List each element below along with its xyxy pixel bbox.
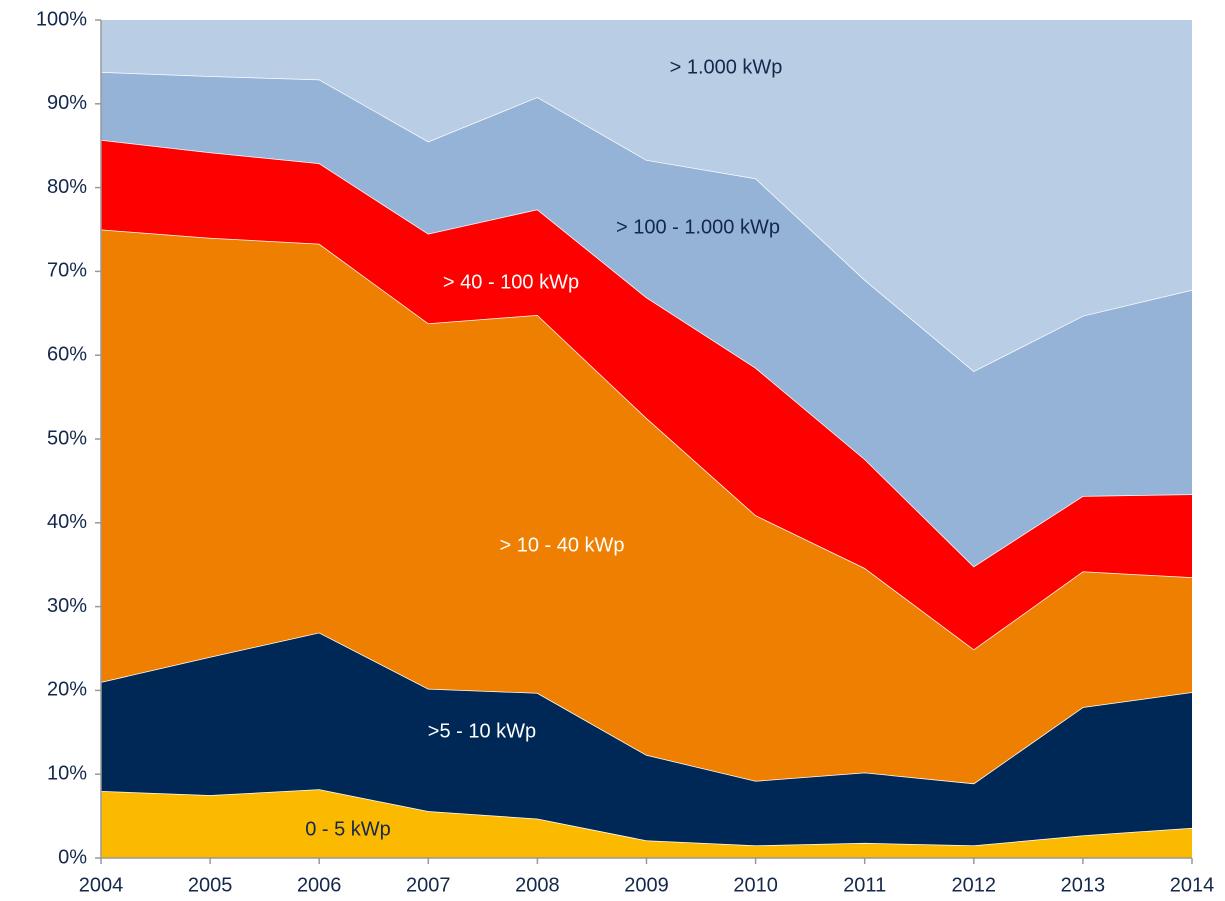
area xyxy=(101,789,1192,858)
y-tick-label: 30% xyxy=(47,595,87,617)
area xyxy=(101,71,1192,567)
y-tick-label: 80% xyxy=(47,176,87,198)
y-tick-label: 70% xyxy=(47,260,87,282)
y-tick-label: 90% xyxy=(47,92,87,114)
area xyxy=(101,20,1192,372)
x-tick-label: 2006 xyxy=(297,874,342,896)
x-tick-label: 2014 xyxy=(1170,874,1215,896)
series-label: > 40 - 100 kWp xyxy=(443,271,579,293)
x-tick-label: 2010 xyxy=(733,874,778,896)
series-label: > 100 - 1.000 kWp xyxy=(616,216,780,238)
y-tick-label: 40% xyxy=(47,511,87,533)
y-tick-label: 0% xyxy=(58,846,87,868)
series-label: > 1.000 kWp xyxy=(670,56,783,78)
x-tick-label: 2004 xyxy=(79,874,124,896)
x-tick-label: 2005 xyxy=(188,874,233,896)
area xyxy=(101,139,1192,650)
y-tick-label: 20% xyxy=(47,679,87,701)
y-tick-label: 10% xyxy=(47,762,87,784)
y-tick-label: 60% xyxy=(47,343,87,365)
area xyxy=(101,632,1192,846)
x-tick-label: 2012 xyxy=(952,874,997,896)
x-tick-label: 2013 xyxy=(1061,874,1106,896)
y-tick-label: 100% xyxy=(36,8,87,30)
y-tick-label: 50% xyxy=(47,427,87,449)
series-label: > 10 - 40 kWp xyxy=(499,534,624,556)
x-tick-label: 2009 xyxy=(624,874,669,896)
series-label: >5 - 10 kWp xyxy=(428,720,536,742)
x-tick-label: 2008 xyxy=(515,874,560,896)
area xyxy=(101,229,1192,784)
series-label: 0 - 5 kWp xyxy=(305,818,391,840)
x-tick-label: 2007 xyxy=(406,874,451,896)
x-tick-label: 2011 xyxy=(843,874,886,896)
